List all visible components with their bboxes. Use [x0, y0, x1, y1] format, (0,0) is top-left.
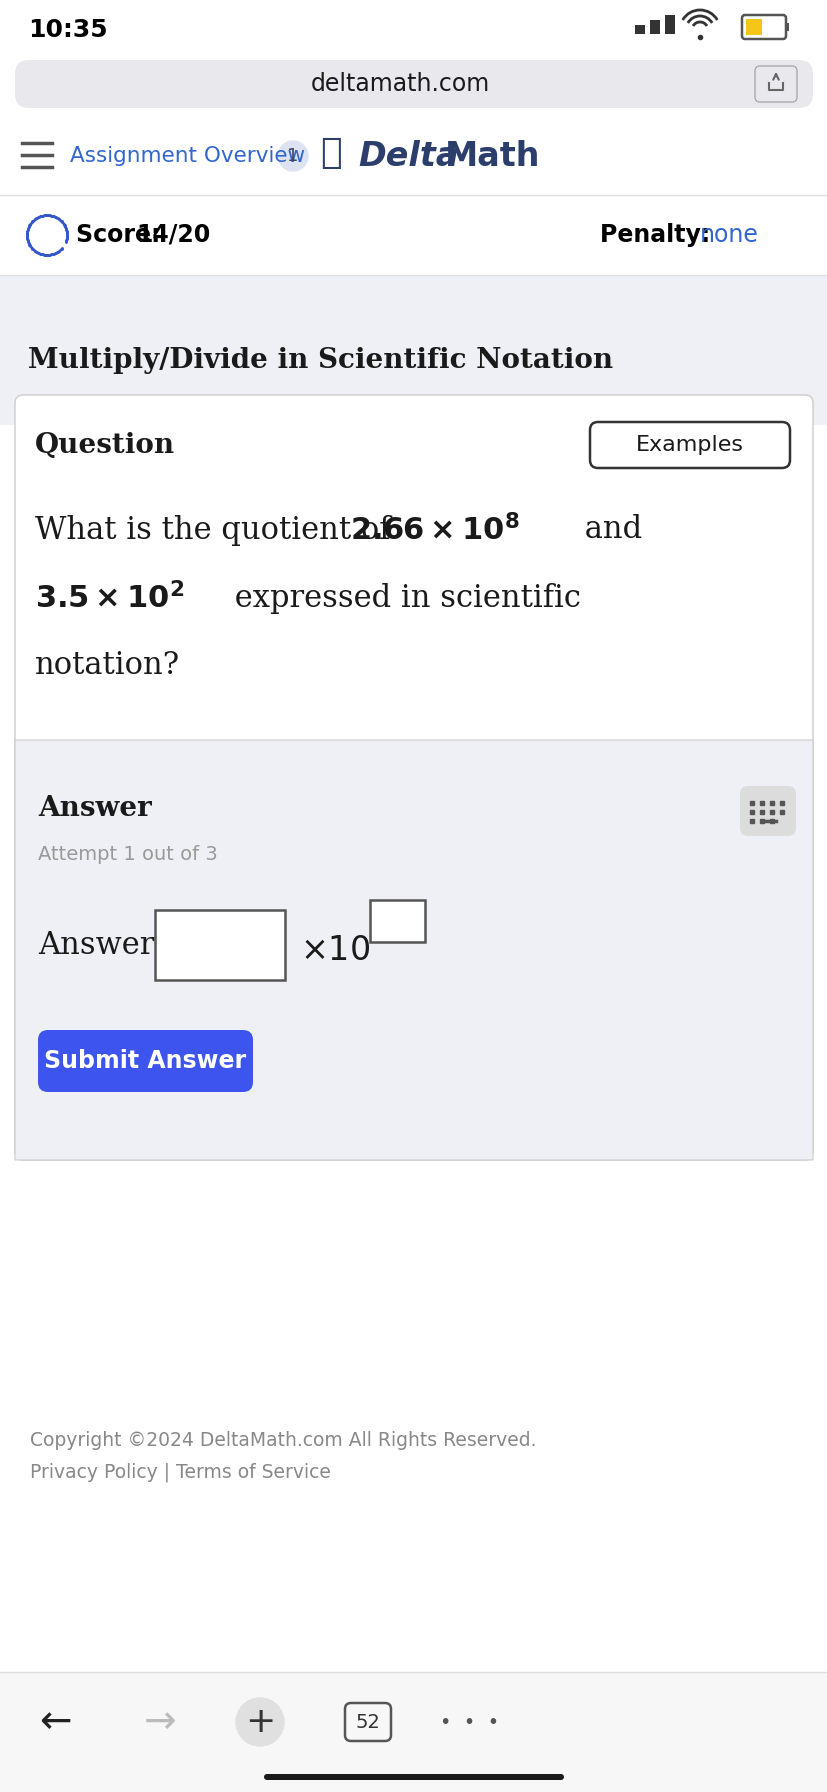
Text: notation?: notation? — [35, 650, 180, 681]
Text: 1: 1 — [287, 147, 299, 165]
FancyBboxPatch shape — [264, 1774, 563, 1779]
FancyBboxPatch shape — [739, 787, 795, 837]
Bar — [0, 0, 827, 56]
Bar — [0, 274, 827, 425]
Text: 52: 52 — [355, 1713, 380, 1731]
Bar — [784, 23, 788, 30]
Text: 🎓: 🎓 — [319, 136, 342, 170]
Text: What is the quotient of: What is the quotient of — [35, 514, 399, 545]
Bar — [0, 1672, 827, 1792]
Text: Delta: Delta — [357, 140, 458, 172]
Circle shape — [236, 1699, 284, 1745]
Text: Answer: Answer — [38, 794, 151, 821]
Text: +: + — [245, 1704, 275, 1738]
Text: deltamath.com: deltamath.com — [310, 72, 489, 97]
Bar — [649, 20, 659, 34]
FancyBboxPatch shape — [15, 59, 812, 108]
Bar — [370, 900, 424, 943]
Text: $\times$10: $\times$10 — [299, 934, 370, 966]
Bar — [634, 25, 644, 34]
Text: Copyright ©2024 DeltaMath.com All Rights Reserved.: Copyright ©2024 DeltaMath.com All Rights… — [30, 1430, 536, 1450]
Text: Privacy Policy | Terms of Service: Privacy Policy | Terms of Service — [30, 1462, 331, 1482]
Text: and: and — [574, 514, 642, 545]
Bar — [155, 910, 284, 980]
Text: Attempt 1 out of 3: Attempt 1 out of 3 — [38, 846, 218, 864]
Text: expressed in scientific: expressed in scientific — [225, 582, 581, 613]
Text: Math: Math — [444, 140, 540, 172]
Text: Examples: Examples — [635, 435, 743, 455]
Text: →: → — [144, 1702, 176, 1742]
Bar — [0, 1179, 827, 1679]
Text: ←: ← — [39, 1702, 71, 1742]
Bar — [664, 14, 674, 34]
Bar — [0, 195, 827, 274]
Text: $\mathbf{2.66 \times 10^8}$: $\mathbf{2.66 \times 10^8}$ — [350, 514, 519, 547]
Text: Answer:: Answer: — [38, 930, 165, 961]
Text: Score:: Score: — [76, 222, 169, 247]
Text: none: none — [699, 222, 758, 247]
Text: $\mathbf{3.5 \times 10^2}$: $\mathbf{3.5 \times 10^2}$ — [35, 582, 184, 615]
FancyBboxPatch shape — [754, 66, 796, 102]
Text: •  •  •: • • • — [440, 1713, 499, 1731]
Circle shape — [278, 142, 308, 170]
Text: Penalty:: Penalty: — [600, 222, 718, 247]
Text: Assignment Overview: Assignment Overview — [70, 145, 305, 167]
Text: 10:35: 10:35 — [28, 18, 108, 41]
FancyBboxPatch shape — [38, 1030, 253, 1091]
FancyBboxPatch shape — [15, 394, 812, 1159]
Text: Multiply/Divide in Scientific Notation: Multiply/Divide in Scientific Notation — [28, 346, 612, 373]
Bar — [0, 118, 827, 195]
FancyBboxPatch shape — [590, 421, 789, 468]
Text: Submit Answer: Submit Answer — [44, 1048, 246, 1073]
Text: 14/20: 14/20 — [136, 222, 210, 247]
Bar — [745, 20, 761, 36]
Circle shape — [34, 222, 60, 247]
FancyBboxPatch shape — [15, 740, 812, 1159]
Text: Question: Question — [35, 432, 175, 459]
